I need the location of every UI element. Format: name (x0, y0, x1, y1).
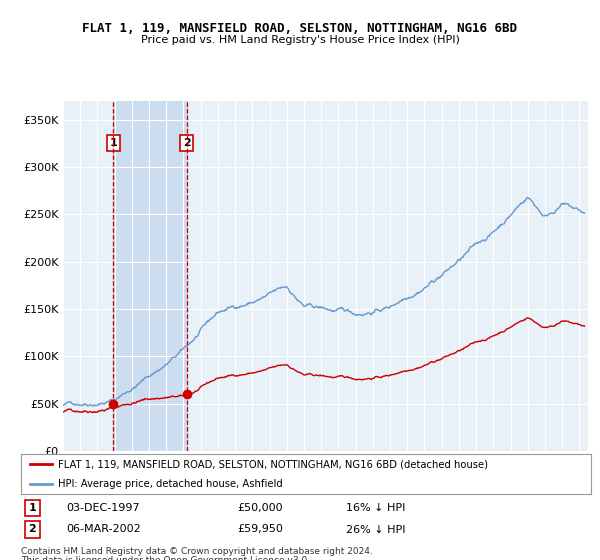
Text: FLAT 1, 119, MANSFIELD ROAD, SELSTON, NOTTINGHAM, NG16 6BD: FLAT 1, 119, MANSFIELD ROAD, SELSTON, NO… (83, 22, 517, 35)
Text: 06-MAR-2002: 06-MAR-2002 (67, 525, 142, 534)
Text: 2: 2 (29, 525, 36, 534)
Text: Contains HM Land Registry data © Crown copyright and database right 2024.: Contains HM Land Registry data © Crown c… (21, 547, 373, 556)
Text: 1: 1 (109, 138, 117, 148)
Text: 1: 1 (29, 503, 36, 513)
Text: FLAT 1, 119, MANSFIELD ROAD, SELSTON, NOTTINGHAM, NG16 6BD (detached house): FLAT 1, 119, MANSFIELD ROAD, SELSTON, NO… (58, 460, 488, 469)
Text: 26% ↓ HPI: 26% ↓ HPI (346, 525, 406, 534)
Text: £50,000: £50,000 (238, 503, 283, 513)
Text: £59,950: £59,950 (238, 525, 283, 534)
Text: 03-DEC-1997: 03-DEC-1997 (67, 503, 140, 513)
Text: Price paid vs. HM Land Registry's House Price Index (HPI): Price paid vs. HM Land Registry's House … (140, 35, 460, 45)
Text: 2: 2 (183, 138, 190, 148)
Text: HPI: Average price, detached house, Ashfield: HPI: Average price, detached house, Ashf… (58, 479, 283, 489)
Text: This data is licensed under the Open Government Licence v3.0.: This data is licensed under the Open Gov… (21, 556, 310, 560)
Bar (113, 101, 187, 451)
Text: 16% ↓ HPI: 16% ↓ HPI (346, 503, 405, 513)
